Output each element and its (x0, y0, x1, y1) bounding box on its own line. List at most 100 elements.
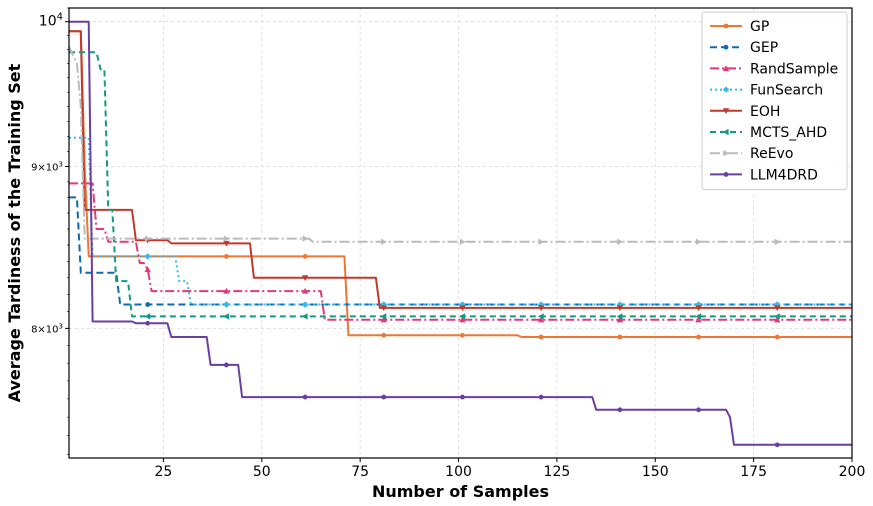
data-point-eoh (537, 305, 545, 312)
y-tick-exponent: 4 (57, 12, 63, 23)
data-point-eoh (459, 305, 466, 312)
legend-marker-gep (723, 44, 729, 50)
series-reevo (68, 46, 852, 246)
data-point-eoh (695, 305, 702, 312)
y-tick-label: 9×103 (31, 160, 63, 173)
data-point-gp (538, 334, 544, 340)
data-point-mcts-ahd (223, 313, 229, 320)
legend-label-llm4drd: LLM4DRD (750, 167, 818, 183)
legend-marker-randsample (722, 65, 730, 71)
x-axis: 25 50 75 100 125 150 175 200 (155, 458, 866, 480)
series-llm4drd (69, 20, 852, 448)
data-point-randsample (774, 316, 781, 323)
x-tick-label: 25 (155, 464, 173, 480)
data-point-randsample (380, 316, 387, 323)
series-line-randsample (69, 182, 852, 321)
series-line-eoh (69, 30, 852, 309)
legend-label-eoh: EOH (750, 104, 780, 120)
data-point-eoh (301, 275, 309, 281)
x-tick-label: 125 (544, 464, 571, 480)
data-point-llm4drd (460, 394, 465, 400)
data-point-reevo (302, 235, 309, 242)
data-point-reevo (459, 238, 466, 246)
data-point-randsample (459, 316, 466, 323)
data-point-reevo (617, 238, 624, 246)
data-point-eoh (223, 240, 230, 247)
y-tick-label: 8×103 (31, 322, 63, 335)
data-point-reevo (145, 235, 151, 242)
data-point-llm4drd (774, 442, 780, 448)
series-randsample (69, 182, 852, 323)
series-mcts-ahd (69, 51, 852, 320)
data-point-mcts-ahd (616, 313, 623, 320)
data-point-gp (617, 334, 623, 340)
series-line-mcts-ahd (69, 51, 852, 318)
x-tick-label: 200 (839, 464, 866, 480)
data-point-gp (696, 334, 701, 340)
y-tick-exponent: 3 (59, 160, 63, 168)
data-point-mcts-ahd (301, 313, 308, 320)
data-point-funsearch (223, 301, 230, 308)
y-axis-title: Average Tardiness of the Training Set (5, 63, 24, 402)
x-tick-label: 150 (642, 464, 669, 480)
data-point-mcts-ahd (380, 313, 387, 320)
data-point-eoh (380, 305, 387, 312)
data-point-reevo (381, 238, 387, 246)
data-point-gp (302, 254, 308, 259)
x-tick-label: 100 (445, 464, 472, 480)
legend-marker-gp (723, 23, 729, 29)
legend-box (701, 11, 848, 191)
data-point-randsample (301, 287, 309, 294)
series-line-reevo (68, 46, 852, 243)
data-point-llm4drd (145, 320, 151, 326)
data-point-randsample (695, 316, 702, 323)
data-point-mcts-ahd (774, 313, 780, 320)
data-point-gp (774, 334, 780, 340)
data-point-reevo (538, 238, 545, 246)
legend-label-gep: GEP (750, 40, 778, 56)
data-point-llm4drd (696, 407, 701, 413)
legend-marker-eoh (722, 108, 730, 114)
y-tick-label: 104 (39, 12, 63, 30)
data-point-llm4drd (302, 394, 308, 400)
data-point-llm4drd (617, 407, 623, 413)
x-axis-title: Number of Samples (372, 482, 549, 501)
y-tick-base: 9×10 (31, 162, 58, 173)
data-point-randsample (616, 316, 624, 323)
plot-series (68, 20, 852, 448)
series-line-llm4drd (69, 20, 852, 446)
series-line-gep (69, 196, 852, 306)
y-tick-base: 10 (39, 14, 57, 30)
data-point-randsample (144, 266, 151, 273)
y-tick-exponent: 3 (59, 322, 63, 330)
legend-label-funsearch: FunSearch (750, 83, 823, 99)
data-point-mcts-ahd (459, 313, 466, 320)
data-point-llm4drd (223, 362, 229, 368)
y-tick-base: 8×10 (31, 324, 58, 335)
legend-label-gp: GP (750, 19, 769, 35)
data-point-reevo (695, 238, 702, 246)
x-tick-label: 75 (351, 464, 369, 480)
data-point-mcts-ahd (537, 313, 544, 320)
data-point-funsearch (301, 301, 309, 308)
x-tick-label: 175 (740, 464, 767, 480)
legend-marker-reevo (723, 150, 730, 157)
x-tick-label: 50 (253, 464, 271, 480)
data-point-eoh (616, 305, 624, 312)
data-point-mcts-ahd (144, 313, 151, 320)
legend-marker-llm4drd (723, 172, 729, 177)
data-point-funsearch (144, 253, 151, 260)
data-point-gp (381, 332, 387, 338)
data-point-llm4drd (381, 394, 387, 400)
data-point-randsample (223, 287, 230, 294)
legend-label-mcts-ahd: MCTS_AHD (750, 125, 827, 141)
legend-marker-mcts-ahd (722, 128, 729, 136)
plot-frame (68, 7, 853, 459)
legend: GP GEP RandSample FunSearch EOH MCTS_AHD ReEvo… (701, 11, 848, 191)
legend-label-randsample: RandSample (750, 61, 838, 77)
data-point-gp (460, 332, 465, 338)
data-point-eoh (774, 305, 781, 312)
legend-marker-funsearch (722, 86, 730, 93)
